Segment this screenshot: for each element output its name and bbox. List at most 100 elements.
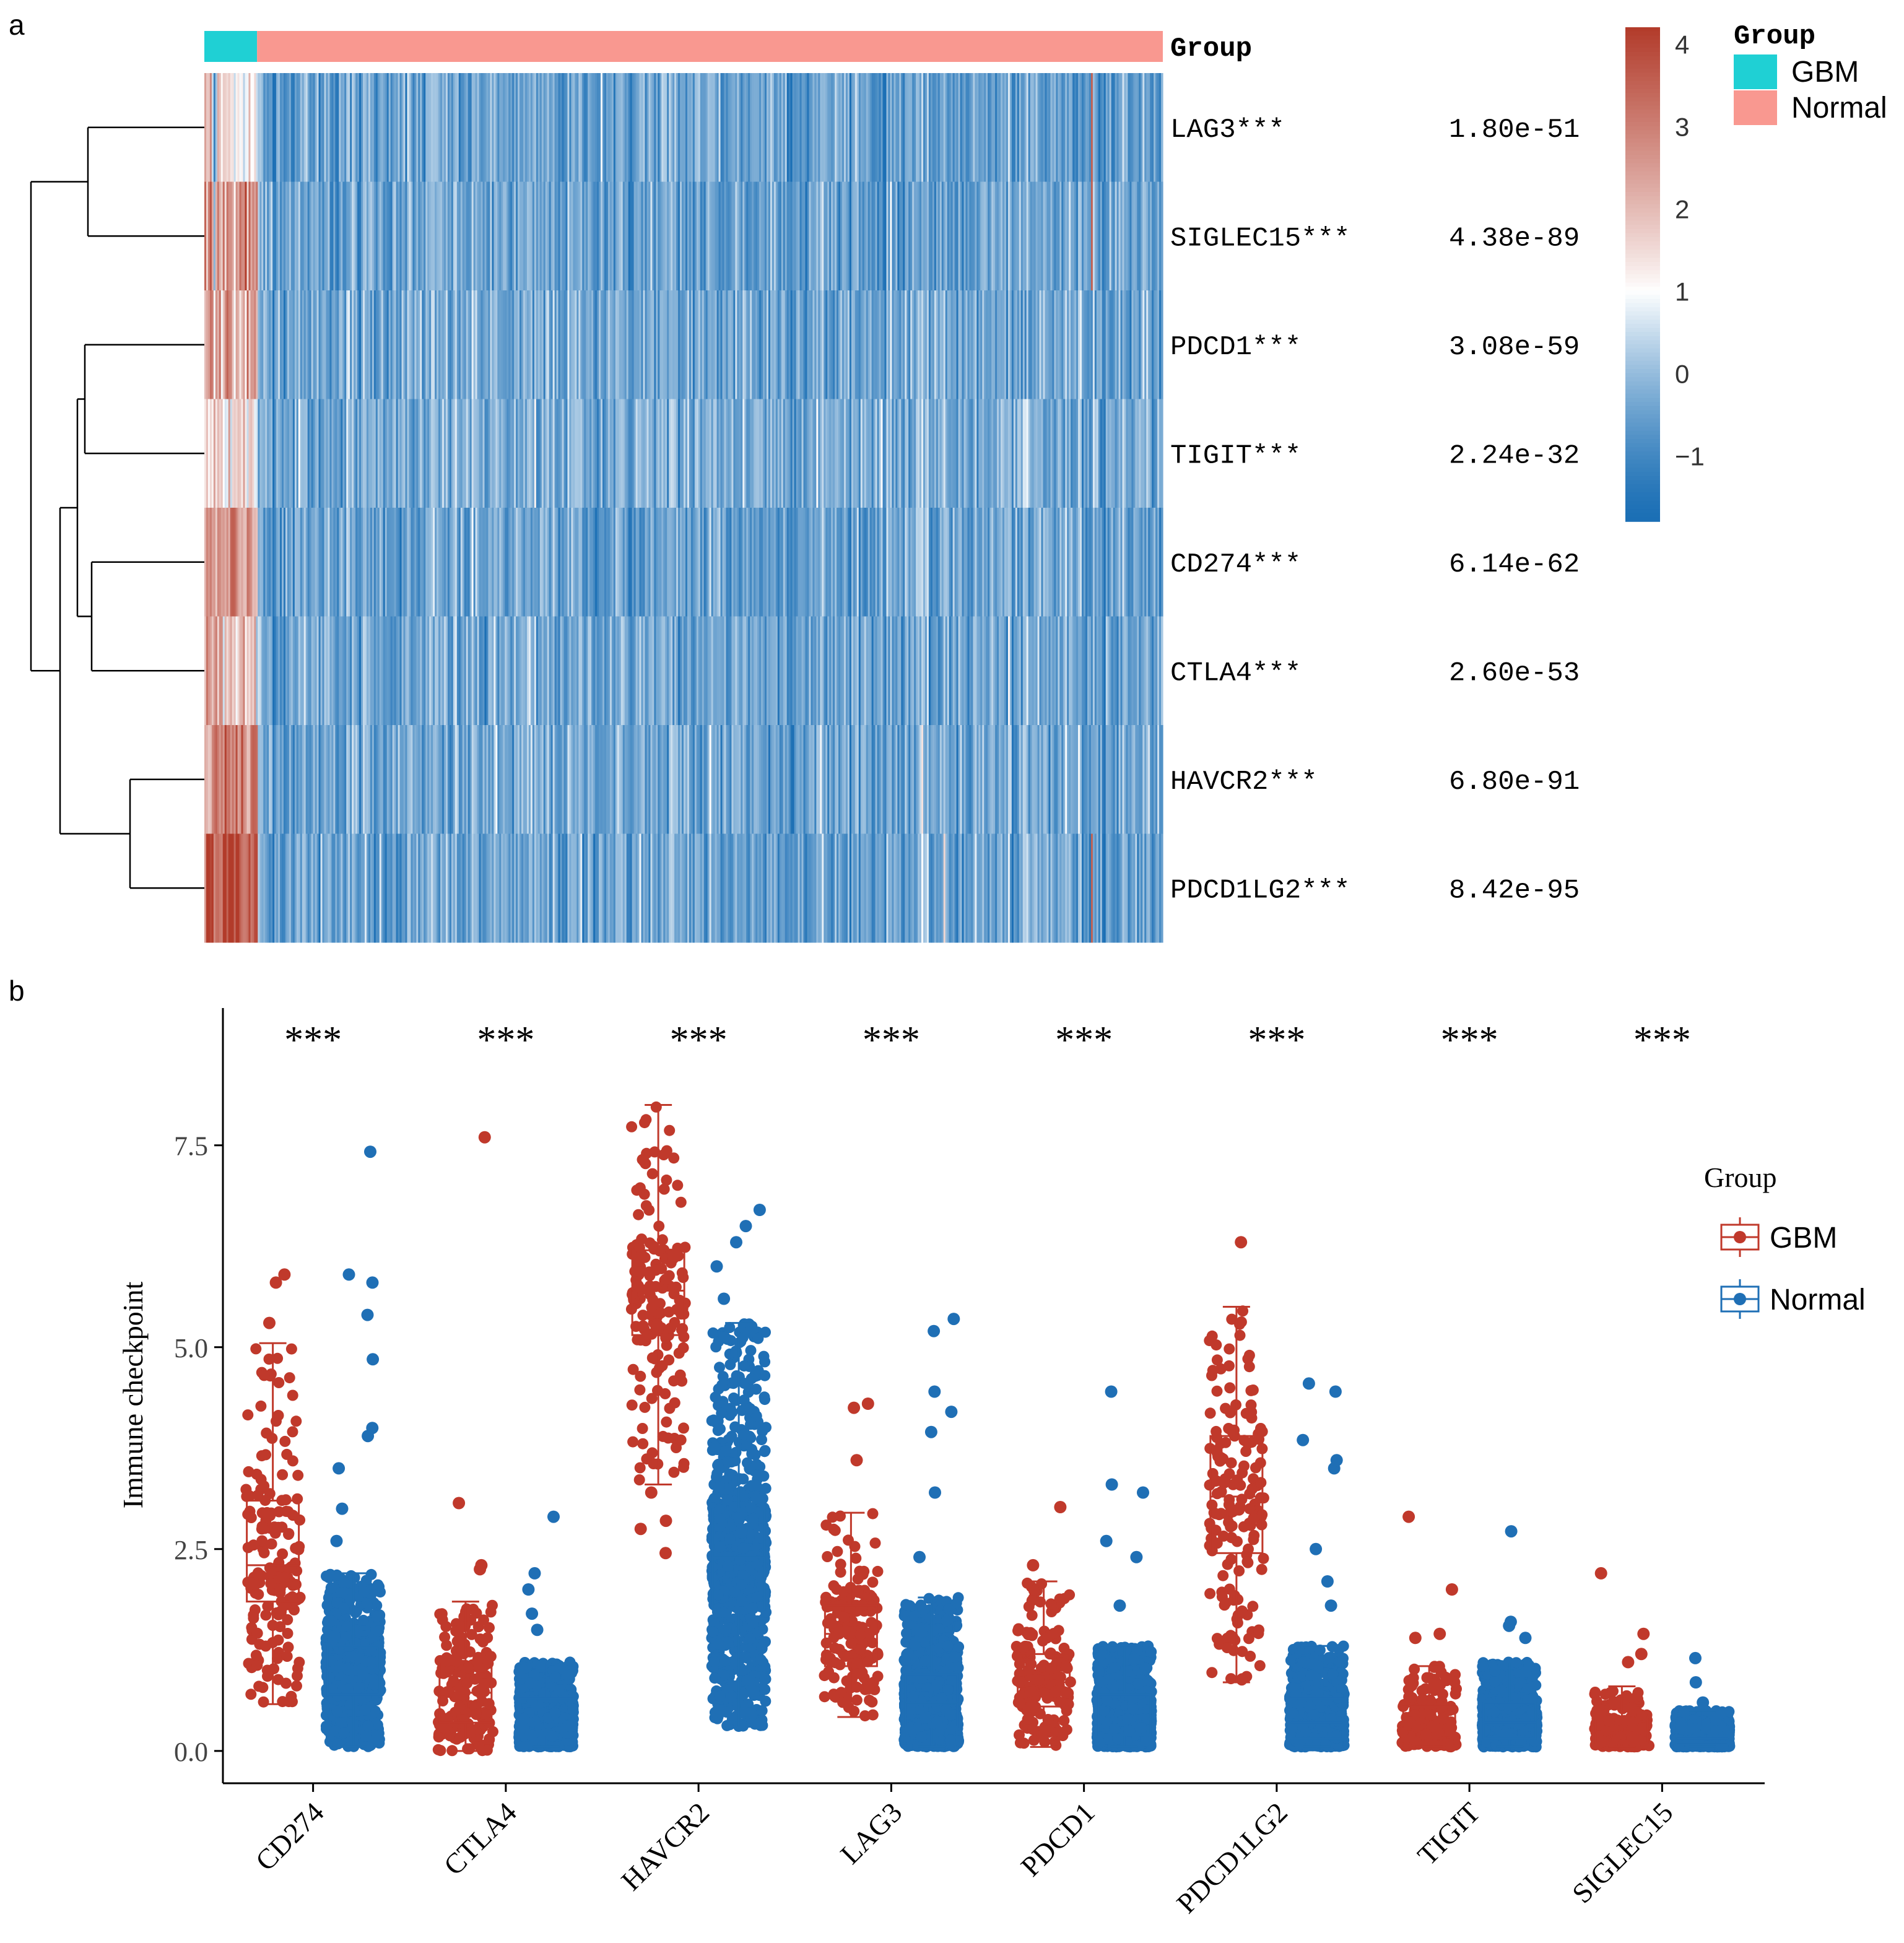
heatmap-cell [646, 399, 650, 508]
heatmap-cell [435, 399, 437, 508]
heatmap-cell [265, 290, 267, 399]
heatmap-cell [1065, 725, 1067, 834]
heatmap-cell [742, 833, 745, 943]
heatmap-cell [1129, 616, 1132, 726]
heatmap-cell [523, 290, 526, 399]
heatmap-cell [763, 181, 765, 291]
heatmap-cell [619, 181, 622, 291]
heatmap-cell [748, 399, 750, 508]
heatmap-cell [960, 508, 963, 617]
heatmap-cell [958, 616, 961, 726]
heatmap-cell [993, 833, 996, 943]
heatmap-cell [689, 290, 692, 399]
heatmap-cell [947, 181, 950, 291]
heatmap-cell [650, 73, 653, 182]
heatmap-cell [519, 399, 522, 508]
heatmap-cell [573, 833, 575, 943]
heatmap-cell [479, 833, 482, 943]
heatmap-cell [864, 181, 867, 291]
heatmap-cell [671, 616, 673, 726]
heatmap-cell [549, 399, 552, 508]
colorbar-segment [1625, 97, 1660, 102]
heatmap-cell [344, 399, 347, 508]
heatmap-cell [467, 73, 471, 182]
heatmap-cell [873, 290, 876, 399]
heatmap-cell [893, 290, 896, 399]
heatmap-cell [905, 73, 907, 182]
heatmap-cell [671, 725, 673, 834]
heatmap-cell [945, 290, 948, 399]
heatmap-cell [370, 833, 373, 943]
heatmap-cell [318, 725, 321, 834]
heatmap-cell [412, 290, 415, 399]
heatmap-cell [1046, 181, 1050, 291]
heatmap-cell [739, 833, 741, 943]
heatmap-cell [728, 73, 731, 182]
heatmap-cell [298, 73, 301, 182]
heatmap-cell [1148, 290, 1150, 399]
heatmap-cell [1067, 399, 1069, 508]
heatmap-cell [954, 616, 957, 726]
heatmap-cell [803, 399, 806, 508]
heatmap-cell [493, 290, 496, 399]
heatmap-cell [763, 508, 765, 617]
heatmap-cell [928, 508, 931, 617]
heatmap-cell [684, 399, 686, 508]
heatmap-cell [285, 399, 288, 508]
heatmap-cell [930, 290, 933, 399]
heatmap-cell [449, 616, 452, 726]
heatmap-cell [763, 73, 765, 182]
heatmap-cell [543, 833, 546, 943]
heatmap-cell [420, 725, 422, 834]
heatmap-cell [1139, 833, 1141, 943]
heatmap-cell [869, 833, 872, 943]
heatmap-cell [290, 73, 293, 182]
heatmap-cell [1150, 616, 1152, 726]
heatmap-cell [209, 616, 212, 726]
heatmap-cell [265, 399, 267, 508]
heatmap-cell [1028, 508, 1031, 617]
heatmap-cell [947, 290, 950, 399]
heatmap-cell [1004, 725, 1007, 834]
heatmap-cell [484, 725, 487, 834]
heatmap-cell [650, 290, 653, 399]
heatmap-cell [309, 508, 312, 617]
heatmap-cell [361, 399, 363, 508]
heatmap-cell [556, 616, 559, 726]
heatmap-cell [960, 73, 963, 182]
heatmap-cell [617, 181, 620, 291]
heatmap-cell [816, 725, 819, 834]
heatmap-cell [689, 833, 692, 943]
heatmap-cell [971, 616, 973, 726]
heatmap-cell [1161, 73, 1163, 182]
data-point [282, 1628, 293, 1639]
heatmap-cell [873, 725, 876, 834]
heatmap-cell [490, 616, 492, 726]
heatmap-cell [654, 508, 656, 617]
heatmap-cell [752, 616, 754, 726]
heatmap-cell [373, 290, 376, 399]
heatmap-cell [724, 508, 727, 617]
colorbar-segment [1625, 332, 1660, 337]
heatmap-cell [989, 181, 992, 291]
heatmap-cell [1052, 181, 1054, 291]
group-annotation-bar [204, 31, 1163, 62]
heatmap-cell [1076, 73, 1079, 182]
heatmap-cell [827, 833, 830, 943]
legend-label-gbm: GBM [1791, 56, 1859, 89]
heatmap-cell [298, 399, 301, 508]
heatmap-cell [386, 181, 389, 291]
heatmap-cell [508, 508, 511, 617]
heatmap-cell [755, 833, 758, 943]
heatmap-cell [411, 290, 413, 399]
heatmap-cell [928, 290, 931, 399]
heatmap-cell [833, 73, 835, 182]
heatmap-cell [510, 616, 513, 726]
heatmap-cell [1107, 73, 1110, 182]
heatmap-cell [473, 399, 476, 508]
heatmap-cell [302, 290, 305, 399]
heatmap-cell [418, 73, 420, 182]
heatmap-cell [372, 725, 375, 834]
heatmap-cell [871, 616, 874, 726]
heatmap-cell [1152, 181, 1154, 291]
